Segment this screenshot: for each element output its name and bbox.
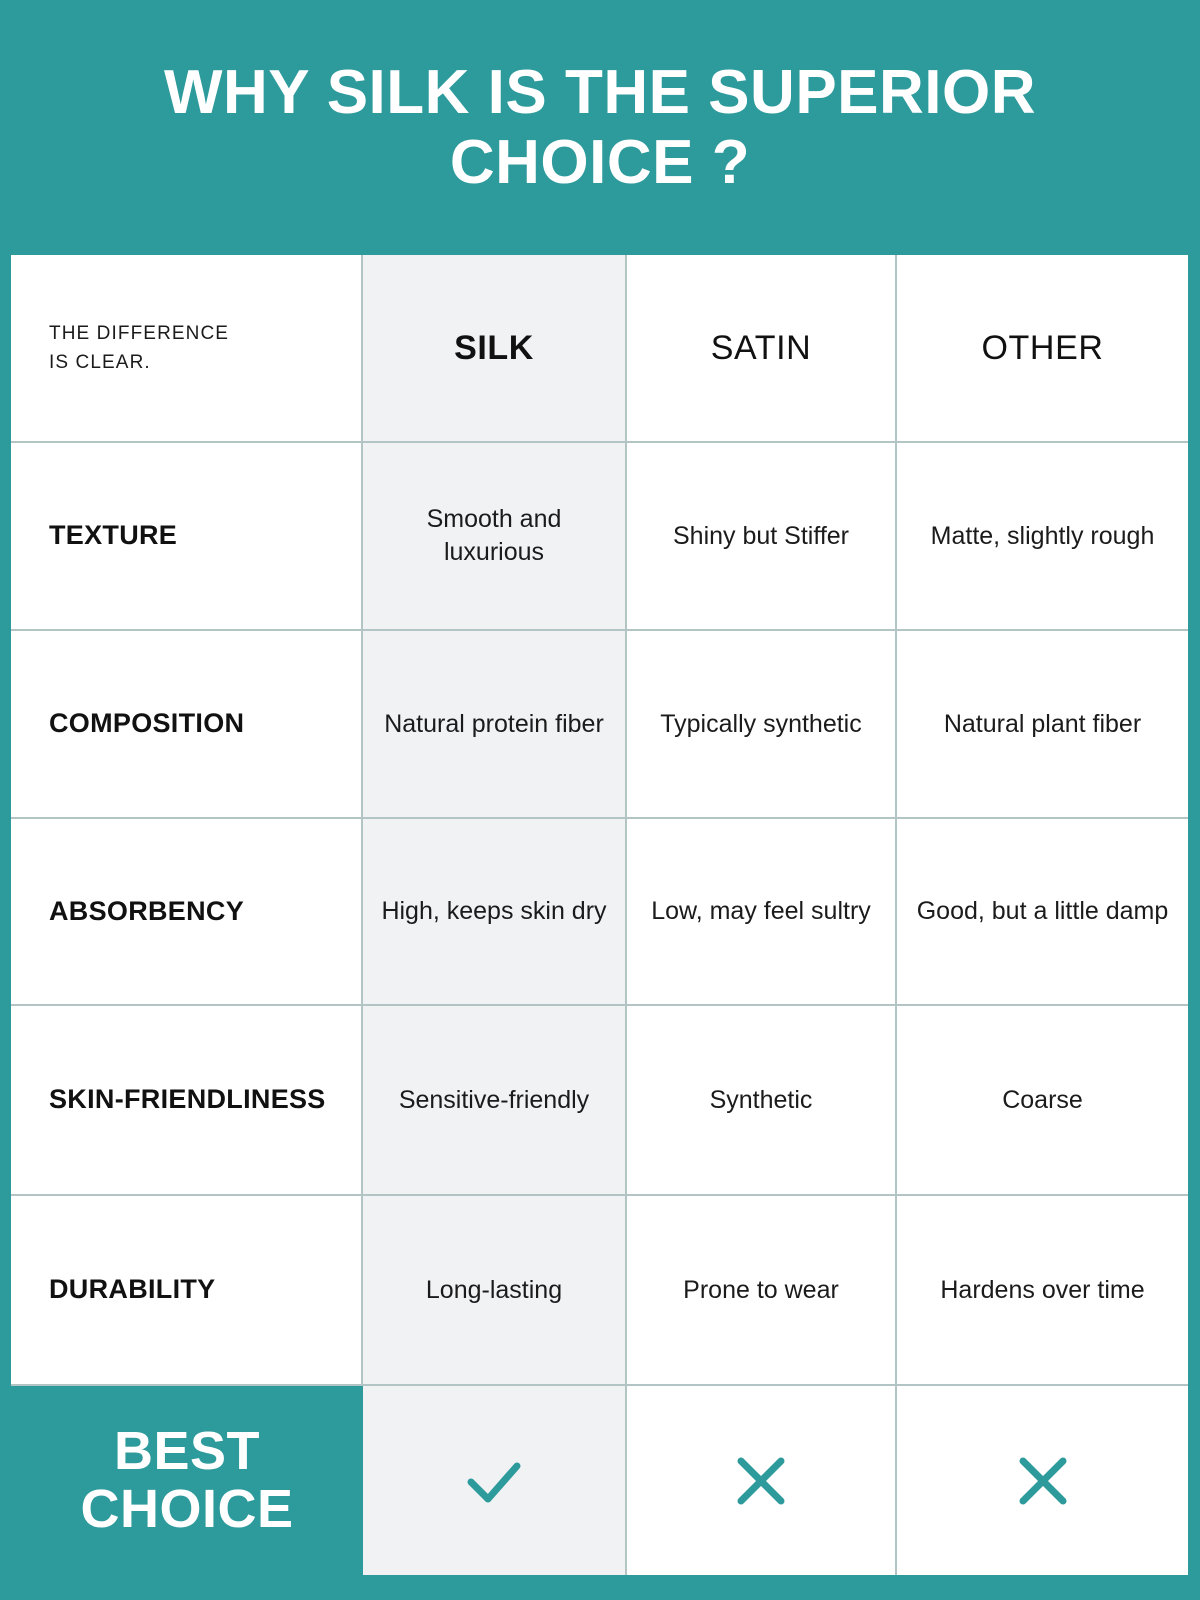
cell-value: Shiny but Stiffer	[672, 521, 850, 550]
column-header-other-label: OTHER	[981, 328, 1104, 367]
cell-value: Good, but a little damp	[916, 897, 1169, 925]
row-label-composition: COMPOSITION	[49, 708, 245, 739]
cross-icon	[737, 1457, 785, 1504]
cell-skin-friendliness-satin: Synthetic	[627, 1006, 897, 1196]
row-label-durability: DURABILITY	[49, 1274, 216, 1305]
title-banner: WHY SILK IS THE SUPERIOR CHOICE ?	[0, 0, 1200, 255]
best-choice-label: BEST CHOICE	[80, 1423, 293, 1537]
table-corner-cell: THE DIFFERENCE IS CLEAR.	[11, 255, 363, 443]
cell-composition-silk: Natural protein fiber	[363, 631, 627, 819]
cell-value: Typically synthetic	[660, 709, 862, 738]
corner-label: THE DIFFERENCE IS CLEAR.	[49, 319, 229, 378]
cell-durability-satin: Prone to wear	[627, 1196, 897, 1386]
table-row: SKIN-FRIENDLINESS	[11, 1006, 363, 1196]
cell-skin-friendliness-silk: Sensitive-friendly	[363, 1006, 627, 1196]
table-row: ABSORBENCY	[11, 819, 363, 1006]
cell-value: Coarse	[1002, 1085, 1083, 1114]
cell-value: Synthetic	[709, 1085, 813, 1114]
cell-absorbency-other: Good, but a little damp	[897, 819, 1188, 1006]
column-header-satin-label: SATIN	[710, 328, 812, 367]
cell-absorbency-silk: High, keeps skin dry	[363, 819, 627, 1006]
cross-icon	[1019, 1457, 1066, 1504]
verdict-cell-silk	[363, 1386, 627, 1575]
cell-composition-satin: Typically synthetic	[627, 631, 897, 819]
column-header-satin[interactable]: SATIN	[627, 255, 897, 443]
page-title: WHY SILK IS THE SUPERIOR CHOICE ?	[163, 58, 1037, 197]
comparison-table: THE DIFFERENCE IS CLEAR. SILK SATIN OTHE…	[11, 255, 1188, 1575]
verdict-cell-satin	[627, 1386, 897, 1575]
cell-texture-other: Matte, slightly rough	[897, 443, 1188, 631]
best-choice-label-line-1: BEST	[113, 1421, 260, 1482]
cell-value: Hardens over time	[940, 1275, 1145, 1304]
verdict-cell-other	[897, 1386, 1188, 1575]
row-label-texture: TEXTURE	[49, 520, 178, 551]
cell-value: Sensitive-friendly	[398, 1085, 590, 1114]
row-label-absorbency: ABSORBENCY	[49, 895, 245, 926]
cell-texture-satin: Shiny but Stiffer	[627, 443, 897, 631]
best-choice-banner: BEST CHOICE	[11, 1386, 363, 1575]
table-row: COMPOSITION	[11, 631, 363, 819]
cell-value: Low, may feel sultry	[651, 897, 871, 925]
table-row: TEXTURE	[11, 443, 363, 631]
check-icon	[467, 1462, 521, 1502]
cell-durability-other: Hardens over time	[897, 1196, 1188, 1386]
cell-value: Smooth and luxurious	[426, 505, 562, 566]
cell-value: Matte, slightly rough	[930, 521, 1155, 550]
best-choice-label-line-2: CHOICE	[80, 1478, 294, 1539]
cell-value: Prone to wear	[683, 1275, 839, 1304]
corner-label-line-2: IS CLEAR.	[49, 352, 151, 373]
row-label-skin-friendliness: SKIN-FRIENDLINESS	[49, 1084, 326, 1115]
table-row: DURABILITY	[11, 1196, 363, 1386]
cell-value: High, keeps skin dry	[381, 897, 607, 925]
cell-value: Natural plant fiber	[943, 709, 1142, 738]
cell-absorbency-satin: Low, may feel sultry	[627, 819, 897, 1006]
column-header-other[interactable]: OTHER	[897, 255, 1188, 443]
cell-composition-other: Natural plant fiber	[897, 631, 1188, 819]
column-header-silk-label: SILK	[454, 328, 534, 367]
cell-value: Natural protein fiber	[384, 709, 604, 738]
cell-skin-friendliness-other: Coarse	[897, 1006, 1188, 1196]
column-header-silk[interactable]: SILK	[363, 255, 627, 443]
cell-durability-silk: Long-lasting	[363, 1196, 627, 1386]
corner-label-line-1: THE DIFFERENCE	[49, 322, 230, 344]
cell-value: Long-lasting	[425, 1275, 563, 1304]
cell-texture-silk: Smooth and luxurious	[363, 443, 627, 631]
